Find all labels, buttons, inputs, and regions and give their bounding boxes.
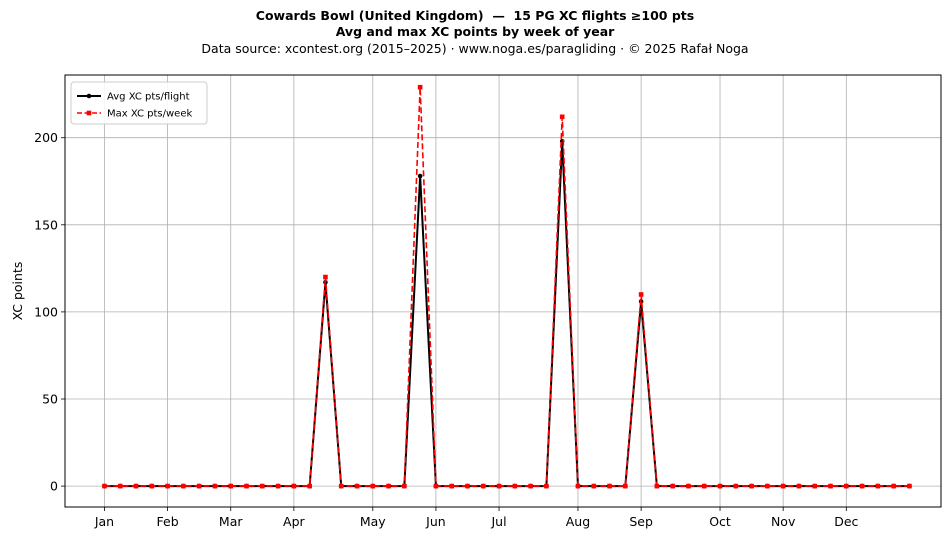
data-point [623, 483, 628, 489]
grid-lines [65, 75, 941, 507]
y-tick-label: 50 [42, 392, 58, 407]
data-point [323, 274, 328, 280]
series-layer [102, 84, 912, 489]
series-line-max [104, 86, 910, 487]
data-point [307, 483, 312, 489]
data-point [638, 292, 644, 297]
data-point [465, 483, 470, 489]
data-point [417, 84, 423, 90]
y-tick-label: 150 [34, 217, 58, 232]
data-point [843, 483, 849, 489]
data-point [480, 483, 486, 489]
x-tick-label: May [360, 514, 386, 529]
data-point [212, 483, 218, 489]
data-point [575, 483, 581, 489]
data-point [780, 483, 786, 489]
data-point [859, 483, 865, 489]
data-point [749, 483, 754, 489]
x-tick-label: Jun [425, 514, 446, 529]
data-point [370, 483, 376, 489]
y-tick-label: 200 [34, 130, 58, 145]
x-tick-label: Oct [709, 514, 731, 529]
legend-label-max: Max XC pts/week [107, 109, 192, 120]
plot-frame [64, 74, 942, 508]
series-avg [102, 138, 912, 489]
data-point [496, 483, 502, 489]
data-point [165, 483, 170, 489]
data-point [765, 483, 770, 489]
data-point [733, 483, 739, 489]
data-point [275, 483, 281, 489]
data-point [291, 483, 297, 489]
data-point [386, 483, 391, 489]
data-point [559, 114, 565, 120]
y-axis: 0 50 100 150 200 [34, 130, 65, 494]
data-point [654, 483, 660, 489]
y-tick-label: 0 [50, 479, 58, 494]
data-point [607, 483, 612, 489]
data-point [812, 483, 818, 489]
chart-subtitle: Avg and max XC points by week of year [335, 24, 615, 39]
data-point [796, 483, 802, 489]
series-line-avg [104, 140, 910, 488]
legend-marker-avg [86, 93, 92, 99]
data-point [512, 483, 518, 489]
data-point [228, 483, 234, 489]
y-axis-label: XC points [10, 262, 25, 321]
legend-box [70, 81, 208, 125]
data-point [354, 483, 360, 489]
data-point [102, 483, 107, 489]
x-tick-label: Jan [94, 514, 114, 529]
data-point [244, 483, 249, 489]
x-tick-label: Feb [157, 514, 179, 529]
x-tick-label: Apr [283, 514, 305, 529]
legend-label-avg: Avg XC pts/flight [107, 92, 190, 103]
data-point [338, 483, 344, 489]
data-point [907, 483, 912, 489]
x-tick-label: Sep [629, 514, 653, 529]
x-tick-label: Jul [491, 514, 507, 529]
data-point [402, 483, 407, 489]
legend-marker-max [86, 110, 92, 116]
x-tick-label: Aug [566, 514, 590, 529]
chart-titles: Cowards Bowl (United Kingdom) — 15 PG XC… [0, 8, 950, 57]
chart-title: Cowards Bowl (United Kingdom) — 15 PG XC… [255, 8, 695, 23]
x-tick-label: Nov [771, 514, 796, 529]
series-max [102, 84, 912, 489]
x-tick-label: Mar [219, 514, 243, 529]
data-point [828, 483, 833, 489]
data-point [259, 483, 265, 489]
data-point [591, 483, 597, 489]
data-point [117, 483, 123, 489]
data-point [544, 483, 549, 489]
data-point [149, 483, 155, 489]
data-point [417, 173, 423, 179]
data-point [686, 483, 691, 489]
x-axis: Jan Feb Mar Apr May Jun Jul Aug Sep Oct Nov Dec [94, 507, 859, 529]
data-point [891, 483, 896, 489]
data-point [701, 483, 707, 489]
chart-source-note: Data source: xcontest.org (2015–2025) · … [201, 41, 749, 56]
legend: Avg XC pts/flight Max XC pts/week [70, 81, 208, 125]
data-point [528, 483, 533, 489]
data-point [433, 483, 439, 489]
data-point [449, 483, 455, 489]
data-point [181, 483, 186, 489]
x-tick-label: Dec [834, 514, 858, 529]
data-point [717, 483, 723, 489]
data-point [196, 483, 202, 489]
data-point [875, 483, 881, 489]
y-tick-label: 100 [34, 304, 58, 319]
data-point [670, 483, 675, 489]
data-point [133, 483, 139, 489]
